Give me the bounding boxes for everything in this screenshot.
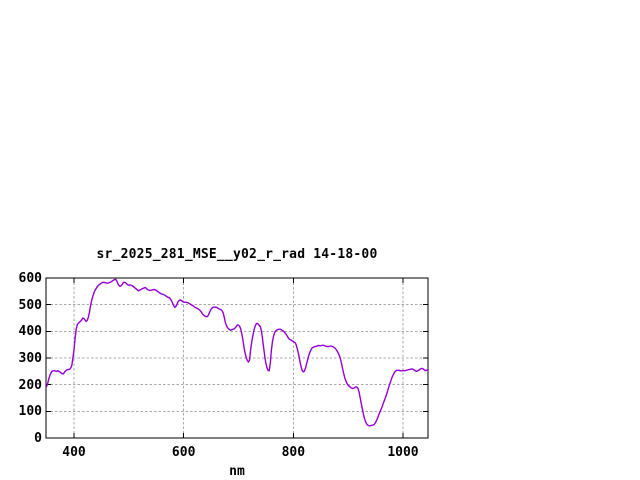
x-tick-label: 800 [281, 445, 306, 460]
y-tick-label: 300 [18, 351, 42, 366]
x-axis-title: nm [229, 464, 245, 479]
x-tick-label: 1000 [387, 445, 419, 460]
y-tick-label: 0 [34, 431, 42, 446]
spectrum-line [45, 278, 429, 427]
x-tick-label: 600 [171, 445, 196, 460]
y-tick-label: 600 [18, 271, 42, 286]
chart-title: sr_2025_281_MSE__y02_r_rad 14-18-00 [96, 247, 378, 262]
y-tick-label: 400 [18, 324, 42, 340]
y-tick-label: 200 [18, 377, 42, 393]
x-tick-label: 400 [62, 445, 86, 460]
y-tick-label: 100 [18, 404, 42, 420]
y-tick-label: 500 [18, 297, 42, 313]
